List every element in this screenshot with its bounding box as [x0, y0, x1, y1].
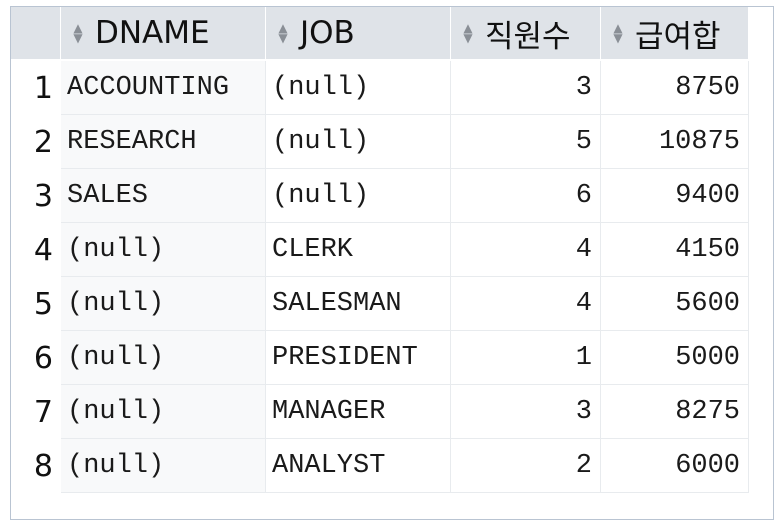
result-table: ▲ ▼ DNAME ▲ ▼ JOB ▲ ▼ 직원수 — [11, 7, 749, 493]
row-number: 3 — [11, 169, 61, 223]
cell-employee-count[interactable]: 4 — [451, 277, 601, 331]
column-header-salary-sum[interactable]: ▲ ▼ 급여합 — [601, 7, 749, 61]
sort-arrows-icon[interactable]: ▲ ▼ — [463, 21, 473, 45]
cell-salary-sum[interactable]: 5000 — [601, 331, 749, 385]
cell-job[interactable]: (null) — [266, 115, 451, 169]
cell-salary-sum[interactable]: 9400 — [601, 169, 749, 223]
cell-job[interactable]: ANALYST — [266, 439, 451, 493]
column-header-label: DNAME — [95, 15, 210, 51]
cell-salary-sum[interactable]: 8275 — [601, 385, 749, 439]
cell-employee-count[interactable]: 5 — [451, 115, 601, 169]
row-number: 7 — [11, 385, 61, 439]
cell-salary-sum[interactable]: 5600 — [601, 277, 749, 331]
table-row[interactable]: 3 SALES (null) 6 9400 — [11, 169, 749, 223]
sort-arrows-icon[interactable]: ▲ ▼ — [73, 21, 83, 45]
row-number: 4 — [11, 223, 61, 277]
column-header-job[interactable]: ▲ ▼ JOB — [266, 7, 451, 61]
cell-job[interactable]: (null) — [266, 61, 451, 115]
table-row[interactable]: 5 (null) SALESMAN 4 5600 — [11, 277, 749, 331]
table-row[interactable]: 4 (null) CLERK 4 4150 — [11, 223, 749, 277]
cell-employee-count[interactable]: 4 — [451, 223, 601, 277]
table-row[interactable]: 7 (null) MANAGER 3 8275 — [11, 385, 749, 439]
cell-employee-count[interactable]: 3 — [451, 61, 601, 115]
cell-job[interactable]: CLERK — [266, 223, 451, 277]
cell-dname[interactable]: (null) — [61, 439, 266, 493]
column-header-label: JOB — [300, 15, 355, 51]
cell-job[interactable]: SALESMAN — [266, 277, 451, 331]
cell-dname[interactable]: (null) — [61, 331, 266, 385]
query-result-grid: ▲ ▼ DNAME ▲ ▼ JOB ▲ ▼ 직원수 — [10, 6, 774, 520]
table-row[interactable]: 8 (null) ANALYST 2 6000 — [11, 439, 749, 493]
row-number: 2 — [11, 115, 61, 169]
table-row[interactable]: 6 (null) PRESIDENT 1 5000 — [11, 331, 749, 385]
table-row[interactable]: 2 RESEARCH (null) 5 10875 — [11, 115, 749, 169]
row-number-header — [11, 7, 61, 61]
row-number: 6 — [11, 331, 61, 385]
column-header-employee-count[interactable]: ▲ ▼ 직원수 — [451, 7, 601, 61]
cell-dname[interactable]: (null) — [61, 277, 266, 331]
cell-job[interactable]: (null) — [266, 169, 451, 223]
cell-salary-sum[interactable]: 4150 — [601, 223, 749, 277]
cell-salary-sum[interactable]: 10875 — [601, 115, 749, 169]
cell-dname[interactable]: ACCOUNTING — [61, 61, 266, 115]
cell-dname[interactable]: RESEARCH — [61, 115, 266, 169]
row-number: 8 — [11, 439, 61, 493]
sort-arrows-icon[interactable]: ▲ ▼ — [613, 21, 623, 45]
cell-salary-sum[interactable]: 8750 — [601, 61, 749, 115]
header-row: ▲ ▼ DNAME ▲ ▼ JOB ▲ ▼ 직원수 — [11, 7, 749, 61]
cell-salary-sum[interactable]: 6000 — [601, 439, 749, 493]
row-number: 1 — [11, 61, 61, 115]
cell-dname[interactable]: SALES — [61, 169, 266, 223]
cell-employee-count[interactable]: 3 — [451, 385, 601, 439]
cell-dname[interactable]: (null) — [61, 385, 266, 439]
row-number: 5 — [11, 277, 61, 331]
cell-employee-count[interactable]: 1 — [451, 331, 601, 385]
cell-dname[interactable]: (null) — [61, 223, 266, 277]
cell-employee-count[interactable]: 6 — [451, 169, 601, 223]
cell-job[interactable]: PRESIDENT — [266, 331, 451, 385]
table-row[interactable]: 1 ACCOUNTING (null) 3 8750 — [11, 61, 749, 115]
sort-arrows-icon[interactable]: ▲ ▼ — [278, 21, 288, 45]
cell-job[interactable]: MANAGER — [266, 385, 451, 439]
column-header-dname[interactable]: ▲ ▼ DNAME — [61, 7, 266, 61]
column-header-label: 급여합 — [635, 18, 721, 55]
cell-employee-count[interactable]: 2 — [451, 439, 601, 493]
column-header-label: 직원수 — [485, 18, 571, 55]
